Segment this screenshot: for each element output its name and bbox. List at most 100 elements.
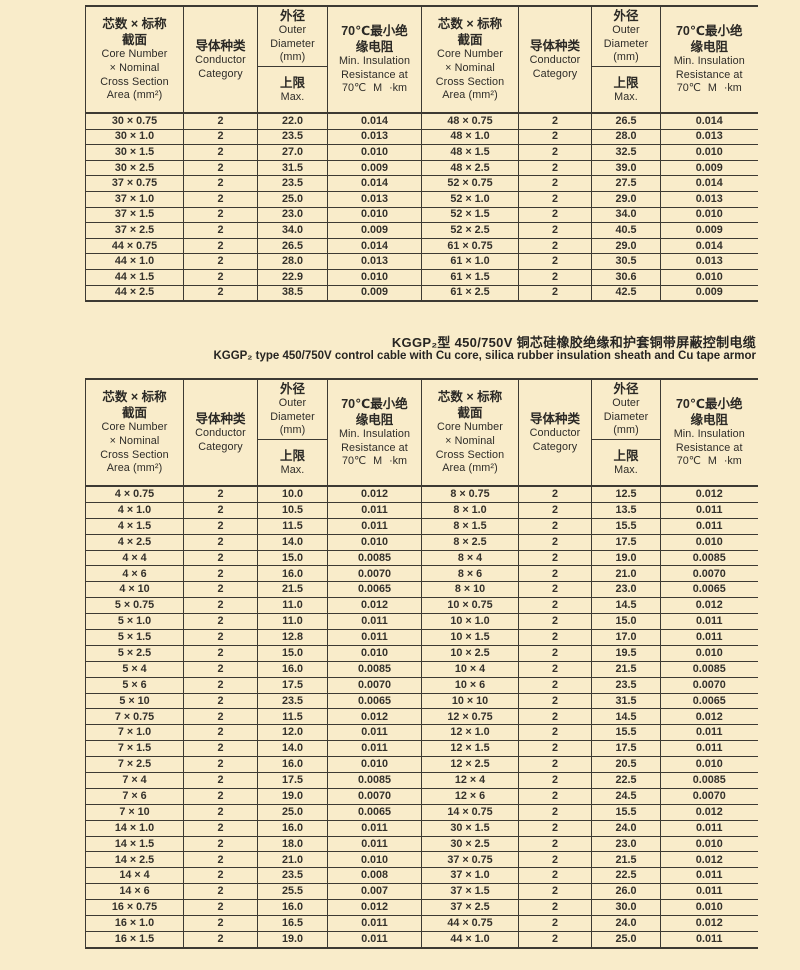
spec-cell: 8 × 0.75 [421, 485, 519, 503]
spec-cell: 12 × 0.75 [421, 708, 519, 725]
diameter-cell: 23.0 [257, 206, 328, 223]
category-cell: 2 [518, 756, 592, 773]
header-conductor-category: 导体种类 Conductor Category [518, 379, 592, 487]
diameter-cell: 16.5 [257, 915, 328, 932]
category-cell: 2 [183, 724, 258, 741]
spec-cell: 61 × 1.0 [421, 253, 519, 270]
table-row: 4 × 6 2 16.0 0.0070 8 × 6 2 21.0 0.0070 [85, 565, 758, 582]
table-row: 44 × 1.5 2 22.9 0.010 61 × 1.5 2 30.6 0.010 [85, 268, 758, 286]
spec-cell: 52 × 1.0 [421, 190, 519, 208]
spec-cell: 4 × 1.5 [85, 517, 184, 535]
header-core-number-zh: 芯数 × 标称 [102, 16, 167, 31]
header-core-number-zh2: 截面 [121, 32, 147, 47]
spec-cell: 30 × 0.75 [85, 112, 184, 130]
table-row: 7 × 10 2 25.0 0.0065 14 × 0.75 2 15.5 0.012 [85, 803, 758, 821]
diameter-cell: 34.0 [591, 206, 661, 223]
diameter-cell: 17.5 [257, 676, 328, 694]
diameter-cell: 27.5 [591, 175, 661, 192]
spec-cell: 5 × 4 [85, 660, 184, 678]
table-row: 14 × 1.0 2 16.0 0.011 30 × 1.5 2 24.0 0.011 [85, 819, 758, 837]
resistance-cell: 0.008 [327, 867, 422, 884]
spec-cell: 48 × 1.0 [421, 128, 519, 145]
resistance-cell: 0.009 [660, 284, 758, 302]
category-cell: 2 [183, 112, 258, 130]
diameter-cell: 31.5 [257, 159, 328, 176]
category-cell: 2 [518, 708, 592, 725]
table-row: 5 × 2.5 2 15.0 0.010 10 × 2.5 2 19.5 0.010 [85, 644, 758, 662]
diameter-cell: 28.0 [591, 128, 661, 145]
category-cell: 2 [183, 206, 258, 223]
spec-cell: 12 × 1.5 [421, 740, 519, 757]
resistance-cell: 0.010 [660, 268, 758, 286]
spec-cell: 7 × 4 [85, 772, 184, 789]
resistance-cell: 0.0065 [327, 581, 422, 598]
diameter-cell: 15.0 [257, 549, 328, 566]
spec-cell: 37 × 1.5 [421, 883, 519, 900]
table-row: 14 × 1.5 2 18.0 0.011 30 × 2.5 2 23.0 0.010 [85, 835, 758, 852]
category-cell: 2 [183, 930, 258, 948]
resistance-cell: 0.0065 [327, 692, 422, 709]
category-cell: 2 [183, 175, 258, 192]
header-core-number: 芯数 × 标称 截面 Core Number × Nominal Cross S… [421, 379, 519, 487]
diameter-cell: 12.0 [257, 724, 328, 741]
category-cell: 2 [518, 660, 592, 678]
category-cell: 2 [183, 253, 258, 270]
diameter-cell: 25.0 [591, 930, 661, 948]
resistance-cell: 0.0065 [327, 803, 422, 821]
resistance-cell: 0.010 [327, 206, 422, 223]
table-row: 30 × 0.75 2 22.0 0.014 48 × 0.75 2 26.5 0.014 [85, 112, 758, 130]
table-row: 44 × 1.0 2 28.0 0.013 61 × 1.0 2 30.5 0.013 [85, 253, 758, 270]
spec-cell: 8 × 2.5 [421, 533, 519, 551]
spec-cell: 8 × 6 [421, 565, 519, 582]
spec-cell: 12 × 6 [421, 787, 519, 805]
category-cell: 2 [183, 284, 258, 302]
spec-cell: 44 × 1.5 [85, 268, 184, 286]
resistance-cell: 0.011 [327, 915, 422, 932]
category-cell: 2 [183, 851, 258, 868]
spec-cell: 10 × 1.5 [421, 629, 519, 646]
table-row: 7 × 1.5 2 14.0 0.011 12 × 1.5 2 17.5 0.011 [85, 740, 758, 757]
table-row: 7 × 0.75 2 11.5 0.012 12 × 0.75 2 14.5 0.012 [85, 708, 758, 725]
diameter-cell: 30.0 [591, 899, 661, 916]
header-min-insulation: 70℃最小绝 缘电阻 Min. Insulation Resistance at… [327, 379, 422, 487]
spec-cell: 4 × 6 [85, 565, 184, 582]
diameter-cell: 15.5 [591, 803, 661, 821]
spec-cell: 7 × 0.75 [85, 708, 184, 725]
category-cell: 2 [183, 867, 258, 884]
category-cell: 2 [183, 237, 258, 254]
diameter-cell: 32.5 [591, 144, 661, 161]
resistance-cell: 0.011 [327, 613, 422, 630]
category-cell: 2 [518, 128, 592, 145]
resistance-cell: 0.011 [327, 835, 422, 852]
category-cell: 2 [518, 112, 592, 130]
diameter-cell: 22.9 [257, 268, 328, 286]
diameter-cell: 14.5 [591, 708, 661, 725]
spec-cell: 16 × 0.75 [85, 899, 184, 916]
category-cell: 2 [183, 517, 258, 535]
category-cell: 2 [518, 190, 592, 208]
category-cell: 2 [518, 851, 592, 868]
spec-cell: 30 × 2.5 [421, 835, 519, 852]
spec-cell: 44 × 1.0 [85, 253, 184, 270]
header-min-insulation: 70℃最小绝 缘电阻 Min. Insulation Resistance at… [327, 6, 422, 114]
resistance-cell: 0.011 [327, 629, 422, 646]
diameter-cell: 19.5 [591, 644, 661, 662]
table-row: 30 × 1.0 2 23.5 0.013 48 × 1.0 2 28.0 0.013 [85, 128, 758, 145]
diameter-cell: 25.0 [257, 190, 328, 208]
table-row: 44 × 0.75 2 26.5 0.014 61 × 0.75 2 29.0 0.014 [85, 237, 758, 254]
diameter-cell: 15.0 [257, 644, 328, 662]
header-min-insulation: 70℃最小绝 缘电阻 Min. Insulation Resistance at… [660, 379, 758, 487]
category-cell: 2 [183, 144, 258, 161]
spec-cell: 4 × 0.75 [85, 485, 184, 503]
resistance-cell: 0.011 [327, 930, 422, 948]
resistance-cell: 0.012 [660, 803, 758, 821]
spec-cell: 37 × 2.5 [421, 899, 519, 916]
resistance-cell: 0.014 [327, 112, 422, 130]
resistance-cell: 0.0070 [660, 565, 758, 582]
resistance-cell: 0.010 [660, 206, 758, 223]
spec-cell: 12 × 4 [421, 772, 519, 789]
table-row: 4 × 1.0 2 10.5 0.011 8 × 1.0 2 13.5 0.011 [85, 501, 758, 519]
category-cell: 2 [518, 175, 592, 192]
diameter-cell: 22.0 [257, 112, 328, 130]
resistance-cell: 0.013 [660, 190, 758, 208]
